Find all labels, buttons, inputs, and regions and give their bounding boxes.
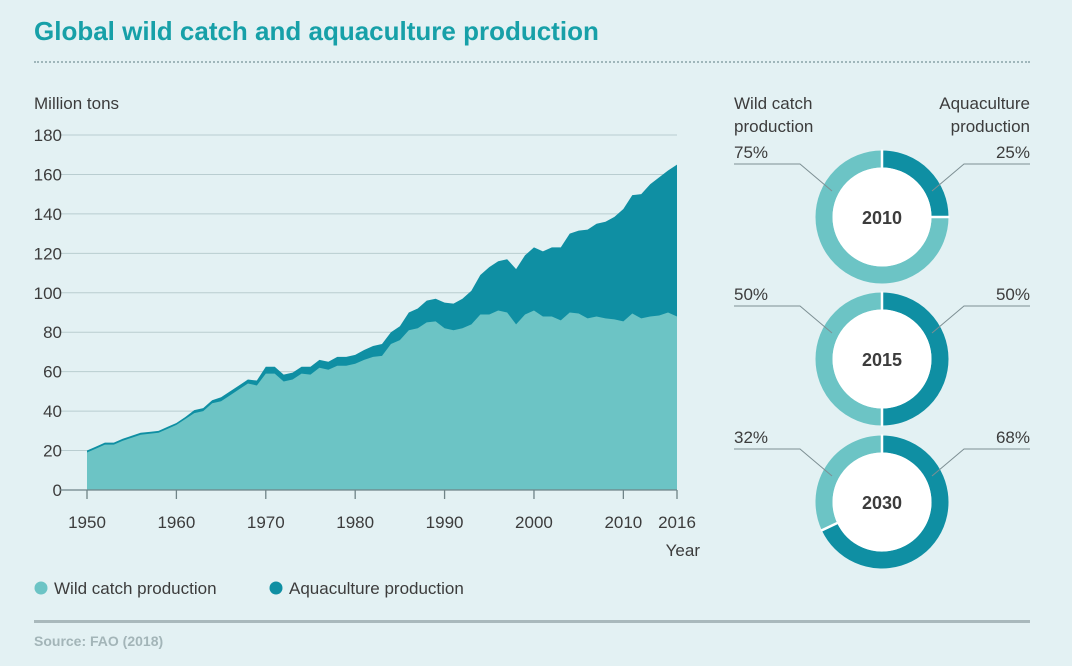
- x-tick-label: 1980: [336, 513, 374, 532]
- area-series: [87, 164, 677, 490]
- legend-label: Wild catch production: [54, 579, 217, 598]
- leader-line-wild: [734, 448, 833, 477]
- source-note: Source: FAO (2018): [34, 633, 164, 649]
- donut-slice-wild-catch: [815, 435, 883, 531]
- y-tick-label: 60: [43, 363, 62, 382]
- x-axis-label: Year: [666, 541, 701, 560]
- leader-line-aquaculture: [931, 448, 1030, 477]
- donut-slice-wild-catch: [815, 292, 883, 426]
- donut-slice-aquaculture: [821, 435, 949, 569]
- x-tick-label: 1970: [247, 513, 285, 532]
- aquaculture-percent-label: 50%: [996, 285, 1030, 304]
- donut-header-left-line1: Wild catch: [734, 94, 812, 113]
- leader-line-wild: [734, 163, 833, 192]
- aquaculture-percent-label: 25%: [996, 143, 1030, 162]
- wild-percent-label: 75%: [734, 143, 768, 162]
- wild-percent-label: 32%: [734, 428, 768, 447]
- x-tick-label: 1950: [68, 513, 106, 532]
- aquaculture-percent-label: 68%: [996, 428, 1030, 447]
- donut-2015: 2015 50% 50%: [734, 285, 1030, 427]
- x-tick-label: 1990: [426, 513, 464, 532]
- leader-line-wild: [734, 305, 833, 334]
- wild-catch-area: [87, 310, 677, 490]
- y-tick-label: 180: [34, 126, 62, 145]
- y-tick-label: 100: [34, 284, 62, 303]
- donut-center: [832, 167, 932, 267]
- donut-header-right-line1: Aquaculture: [939, 94, 1030, 113]
- x-tick-label: 1960: [157, 513, 195, 532]
- donut-year-label: 2030: [862, 493, 902, 513]
- donut-header-right-line2: production: [951, 117, 1030, 136]
- y-tick-label: 160: [34, 165, 62, 184]
- donut-headers: Wild catch production Aquaculture produc…: [734, 94, 1030, 136]
- chart-title: Global wild catch and aquaculture produc…: [34, 16, 599, 46]
- x-tick-label: 2016: [658, 513, 696, 532]
- donut-2030: 2030 32% 68%: [734, 428, 1030, 569]
- y-tick-label: 80: [43, 323, 62, 342]
- y-tick-label: 140: [34, 205, 62, 224]
- legend-swatch: [34, 581, 48, 595]
- axes: 1950 1960 1970 1980 1990 2000 2010 2016: [60, 489, 696, 532]
- donut-slice-aquaculture: [881, 292, 949, 426]
- wild-percent-label: 50%: [734, 285, 768, 304]
- leader-line-aquaculture: [931, 163, 1030, 192]
- donut-slice-aquaculture: [881, 150, 949, 218]
- x-tick-label: 2000: [515, 513, 553, 532]
- x-tick-label: 2010: [604, 513, 642, 532]
- legend: Wild catch production Aquaculture product…: [34, 579, 464, 598]
- donut-slice-wild-catch: [815, 150, 949, 284]
- donut-center: [832, 309, 932, 409]
- y-tick-label: 120: [34, 244, 62, 263]
- footer-divider: [34, 620, 1030, 623]
- y-tick-label: 0: [53, 481, 62, 500]
- donut-header-left-line2: production: [734, 117, 813, 136]
- title-divider: [34, 61, 1030, 63]
- legend-label: Aquaculture production: [289, 579, 464, 598]
- y-tick-label: 20: [43, 442, 62, 461]
- legend-swatch: [269, 581, 283, 595]
- y-tick-label: 40: [43, 402, 62, 421]
- donut-charts: 2010 75% 25% 2015 50% 50% 2030 32% 68%: [734, 143, 1030, 569]
- donut-center: [832, 452, 932, 552]
- donut-year-label: 2010: [862, 208, 902, 228]
- slice-separator: [820, 521, 839, 532]
- donut-year-label: 2015: [862, 350, 902, 370]
- leader-line-aquaculture: [931, 305, 1030, 334]
- donut-2010: 2010 75% 25%: [734, 143, 1030, 284]
- y-axis-label: Million tons: [34, 94, 119, 113]
